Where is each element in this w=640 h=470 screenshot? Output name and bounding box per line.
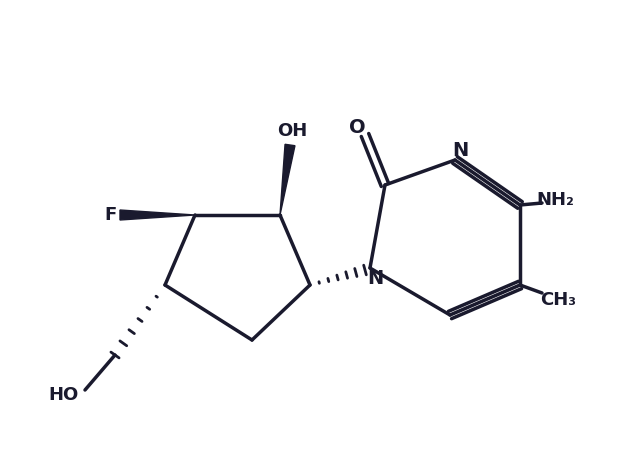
Text: N: N [452,141,468,159]
Polygon shape [120,210,195,220]
Text: F: F [104,206,116,224]
Text: NH₂: NH₂ [536,191,574,209]
Text: HO: HO [48,386,78,404]
Text: O: O [349,118,365,136]
Text: CH₃: CH₃ [540,291,576,309]
Text: OH: OH [277,122,307,140]
Text: N: N [367,268,383,288]
Polygon shape [280,144,295,215]
